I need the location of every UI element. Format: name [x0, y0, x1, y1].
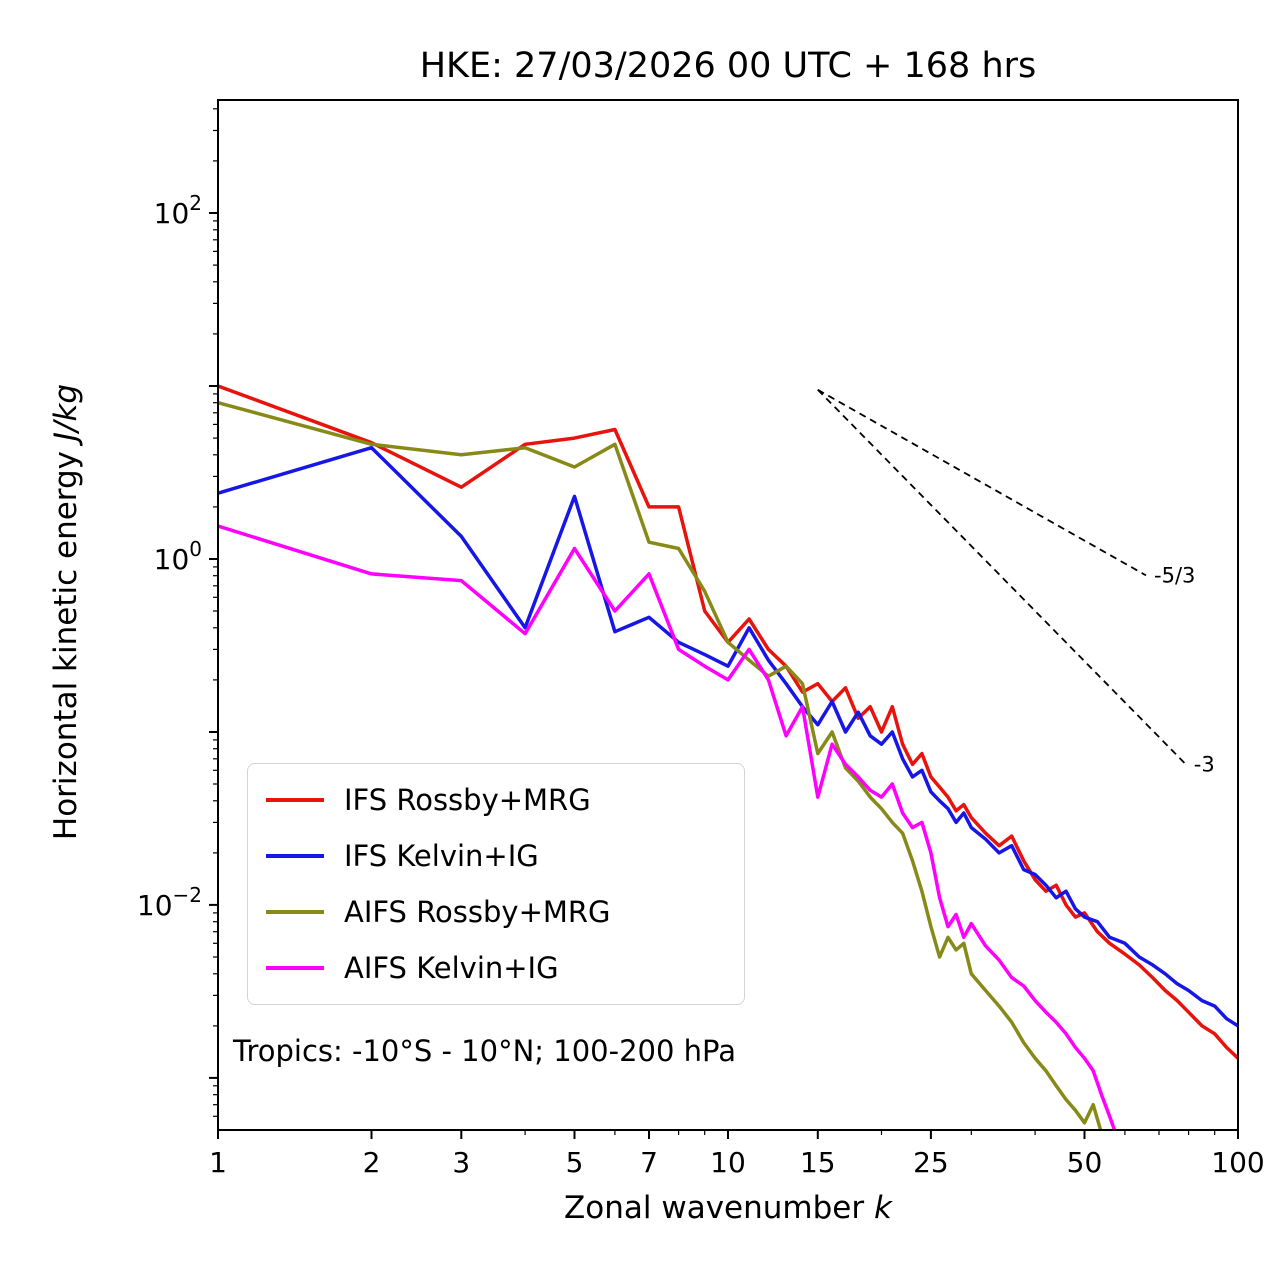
y-tick-label: 102 — [154, 191, 202, 230]
legend-label: AIFS Kelvin+IG — [344, 950, 559, 985]
x-axis-label: Zonal wavenumber k — [218, 1190, 1238, 1226]
legend: IFS Rossby+MRG IFS Kelvin+IG AIFS Rossby… — [247, 763, 745, 1005]
chart-title: HKE: 27/03/2026 00 UTC + 168 hrs — [419, 46, 1037, 86]
spectrum-line — [218, 445, 1238, 1028]
x-axis-label-text: Zonal wavenumber — [564, 1190, 874, 1226]
x-tick-label: 1 — [209, 1146, 227, 1179]
y-tick-label: 100 — [154, 537, 202, 576]
x-tick-label: 3 — [452, 1146, 470, 1179]
legend-label: IFS Kelvin+IG — [344, 838, 539, 873]
slope-reference-label: -5/3 — [1154, 563, 1195, 587]
slope-reference-label: -3 — [1194, 752, 1215, 776]
spectrum-line — [218, 524, 1117, 1130]
legend-line-swatch — [266, 854, 324, 858]
spectrum-line — [218, 384, 1238, 1060]
region-annotation: Tropics: -10°S - 10°N; 100-200 hPa — [233, 1034, 736, 1068]
slope-reference-line — [817, 389, 1147, 577]
x-tick-label: 7 — [640, 1146, 658, 1179]
legend-item-aifs-kelvin-ig: AIFS Kelvin+IG — [266, 950, 744, 985]
axes-frame — [217, 99, 1239, 1131]
legend-item-ifs-kelvin-ig: IFS Kelvin+IG — [266, 838, 744, 873]
legend-label: AIFS Rossby+MRG — [344, 894, 611, 929]
legend-item-ifs-rossby-mrg: IFS Rossby+MRG — [266, 782, 744, 817]
x-tick-label: 15 — [800, 1146, 836, 1179]
x-tick-label: 10 — [710, 1146, 746, 1179]
legend-item-aifs-rossby-mrg: AIFS Rossby+MRG — [266, 894, 744, 929]
x-tick-label: 100 — [1211, 1146, 1264, 1179]
x-axis-label-var: k — [873, 1190, 892, 1226]
x-tick-label: 50 — [1067, 1146, 1103, 1179]
x-tick-label: 25 — [913, 1146, 949, 1179]
x-tick-label: 5 — [566, 1146, 584, 1179]
legend-label: IFS Rossby+MRG — [344, 782, 591, 817]
legend-line-swatch — [266, 798, 324, 802]
legend-line-swatch — [266, 966, 324, 970]
x-tick-label: 2 — [363, 1146, 381, 1179]
y-tick-label: 10−2 — [137, 883, 202, 922]
slope-reference-line — [817, 389, 1187, 765]
legend-line-swatch — [266, 910, 324, 914]
spectrum-line — [218, 400, 1103, 1130]
